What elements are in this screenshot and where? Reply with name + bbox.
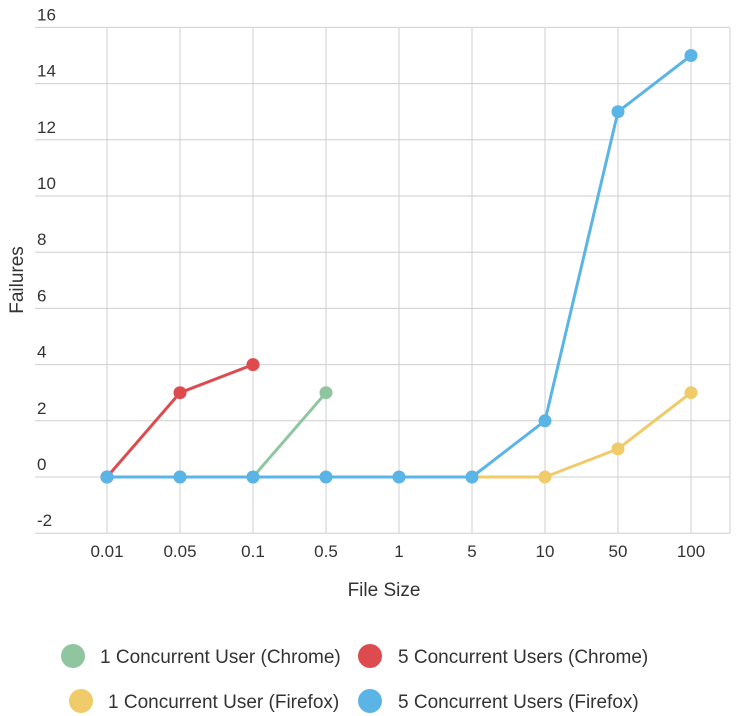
legend-swatch (358, 689, 382, 713)
series-1 (100, 386, 333, 484)
legend-swatch (69, 689, 93, 713)
data-point (538, 470, 552, 484)
y-tick-label: -2 (37, 511, 52, 530)
x-tick-label: 0.1 (241, 542, 265, 561)
x-tick-label: 0.05 (163, 542, 196, 561)
y-tick-label: 4 (37, 343, 46, 362)
data-point (684, 386, 698, 400)
series-3 (465, 386, 698, 484)
x-tick-label: 1 (394, 542, 403, 561)
legend-label: 1 Concurrent User (Chrome) (100, 647, 341, 668)
y-tick-label: 8 (37, 230, 46, 249)
y-tick-label: 2 (37, 399, 46, 418)
legend: 1 Concurrent User (Chrome) 5 Concurrent U… (61, 644, 648, 713)
y-tick-label: 10 (37, 174, 56, 193)
data-point (173, 470, 187, 484)
x-tick-label: 0.5 (314, 542, 338, 561)
legend-item: 5 Concurrent Users (Chrome) (358, 644, 648, 668)
y-tick-label: 12 (37, 118, 56, 137)
legend-label: 1 Concurrent User (Firefox) (108, 692, 339, 713)
series-group (100, 49, 698, 484)
y-tick-label: 16 (37, 5, 56, 24)
y-axis-title: Failures (7, 246, 28, 314)
data-point (538, 414, 552, 428)
grid (35, 26, 731, 534)
x-tick-label: 5 (467, 542, 476, 561)
series-line (472, 391, 692, 479)
data-point (246, 358, 260, 372)
data-point (246, 470, 260, 484)
y-tick-label: 0 (37, 455, 46, 474)
x-tick-label: 100 (677, 542, 705, 561)
legend-swatch (358, 644, 382, 668)
legend-item: 5 Concurrent Users (Firefox) (358, 689, 639, 713)
x-tick-label: 0.01 (90, 542, 123, 561)
legend-label: 5 Concurrent Users (Chrome) (398, 647, 648, 668)
data-point (392, 470, 406, 484)
data-point (319, 386, 333, 400)
data-point (611, 442, 625, 456)
data-point (684, 49, 698, 62)
legend-item: 1 Concurrent User (Chrome) (61, 644, 341, 668)
series-line (107, 391, 328, 479)
legend-label: 5 Concurrent Users (Firefox) (398, 692, 639, 713)
x-tick-label: 10 (536, 542, 555, 561)
x-tick-label: 50 (609, 542, 628, 561)
data-point (611, 105, 625, 119)
data-point (100, 470, 114, 484)
y-axis-ticks: -2 0 2 4 6 8 10 12 14 16 (37, 5, 56, 530)
y-tick-label: 14 (37, 62, 56, 81)
x-axis-ticks: 0.01 0.05 0.1 0.5 1 5 10 50 100 (90, 542, 705, 561)
legend-swatch (61, 644, 85, 668)
x-axis-title: File Size (348, 580, 421, 601)
y-tick-label: 6 (37, 286, 46, 305)
series-4 (100, 49, 698, 484)
data-point (319, 470, 333, 484)
data-point (465, 470, 479, 484)
legend-item: 1 Concurrent User (Firefox) (69, 689, 339, 713)
data-point (173, 386, 187, 400)
